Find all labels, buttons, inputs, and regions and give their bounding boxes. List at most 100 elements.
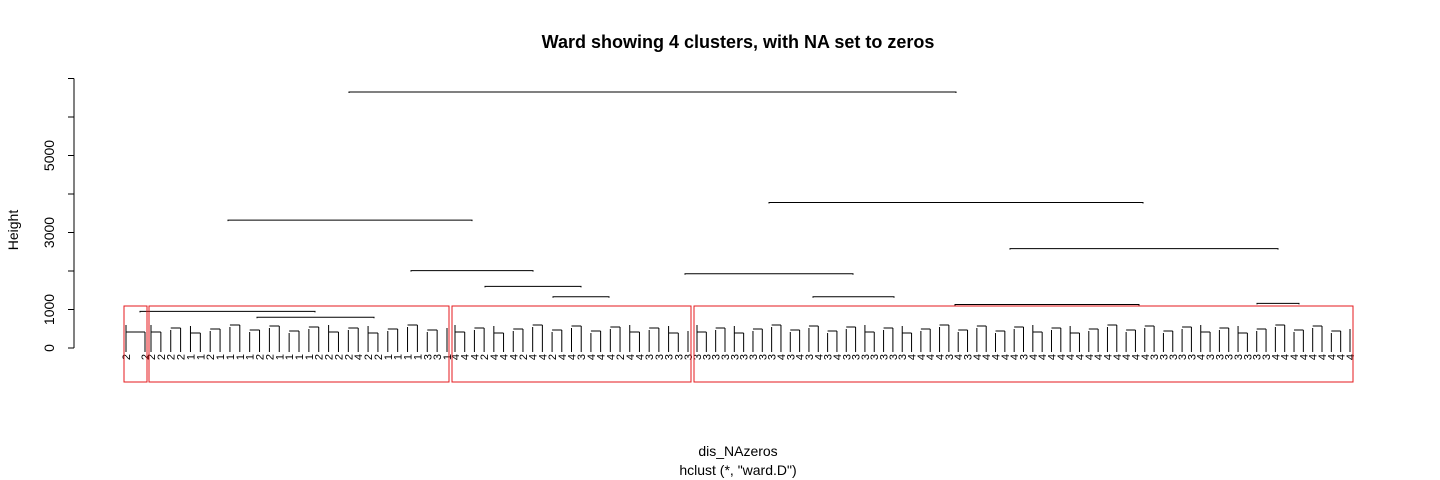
leaf-label: 4 <box>528 354 540 360</box>
leaf-label: 3 <box>729 354 741 360</box>
merge-link <box>812 296 895 298</box>
leaf-label: 1 <box>393 354 405 360</box>
chart-title: Ward showing 4 clusters, with NA set to … <box>542 32 935 52</box>
leaf-label: 4 <box>1140 354 1152 360</box>
leaf-label: 1 <box>304 354 316 360</box>
leaf-label: 3 <box>1177 354 1189 360</box>
leaf-label: 4 <box>907 354 919 360</box>
leaf-label: 3 <box>1186 354 1198 360</box>
leaf-label: 2 <box>156 354 168 360</box>
leaf-label: 3 <box>869 354 881 360</box>
leaf-label: 4 <box>1308 354 1320 360</box>
leaf-label: 4 <box>353 354 365 360</box>
leaf-label: 4 <box>1196 354 1208 360</box>
leaf-label: 3 <box>823 354 835 360</box>
leaf-label: 3 <box>1261 354 1273 360</box>
leaf-label: 2 <box>121 354 133 360</box>
leaf-label: 1 <box>294 354 306 360</box>
leaf-label: 4 <box>1028 354 1040 360</box>
leaf-label: 4 <box>1298 354 1310 360</box>
leaf-label: 4 <box>1056 354 1068 360</box>
leaf-label: 3 <box>879 354 891 360</box>
leaf-label: 3 <box>1242 354 1254 360</box>
leaf-label: 4 <box>1121 354 1133 360</box>
leaf-label: 4 <box>469 354 481 360</box>
leaf-label: 4 <box>596 354 608 360</box>
merge-link <box>227 219 473 222</box>
leaf-label: 3 <box>701 354 713 360</box>
cluster-box <box>451 305 692 383</box>
y-axis-label: Height <box>5 210 21 251</box>
leaf-label: 1 <box>274 354 286 360</box>
leaf-label: 3 <box>785 354 797 360</box>
leaf-label: 4 <box>1336 354 1348 360</box>
leaf-label: 2 <box>343 354 355 360</box>
merge-link <box>256 316 375 319</box>
leaf-label: 4 <box>1112 354 1124 360</box>
leaf-label: 2 <box>140 354 152 360</box>
leaf-label: 4 <box>1037 354 1049 360</box>
leaf-label: 4 <box>832 354 844 360</box>
leaf-label: 4 <box>981 354 993 360</box>
leaf-label: 3 <box>644 354 656 360</box>
leaf-label: 4 <box>1326 354 1338 360</box>
leaf-label: 1 <box>195 354 207 360</box>
leaf-label: 2 <box>333 354 345 360</box>
leaf-label: 4 <box>605 354 617 360</box>
merge-link <box>139 310 316 313</box>
leaf-labels: 2 222221121111221111222242211113314442444… <box>121 324 1357 360</box>
leaf-label: 4 <box>450 354 462 360</box>
leaf-label: 4 <box>499 354 511 360</box>
leaf-label: 3 <box>1149 354 1161 360</box>
leaf-label: 4 <box>634 354 646 360</box>
leaf-label: 3 <box>576 354 588 360</box>
leaf-label: 4 <box>935 354 947 360</box>
leaf-label: 3 <box>860 354 872 360</box>
leaf-label: 3 <box>851 354 863 360</box>
leaf-label: 3 <box>673 354 685 360</box>
leaf-label: 2 <box>314 354 326 360</box>
leaf-label: 3 <box>1019 354 1031 360</box>
leaf-label: 3 <box>720 354 732 360</box>
leaf-label: 2 <box>547 354 559 360</box>
leaf-label: 2 <box>479 354 491 360</box>
leaf-label: 3 <box>692 354 704 360</box>
leaf-label: 4 <box>625 354 637 360</box>
merge-link <box>768 201 1144 204</box>
leaf-label: 1 <box>215 354 227 360</box>
leaf-label: 3 <box>1252 354 1264 360</box>
leaf-label: 3 <box>748 354 760 360</box>
leaf-label: 4 <box>1270 354 1282 360</box>
y-axis: 0 1000 3000 5000 <box>41 78 75 352</box>
leaf-label: 3 <box>944 354 956 360</box>
merge-link <box>410 270 534 272</box>
leaf-label: 4 <box>1345 354 1357 360</box>
merge-link <box>954 303 1140 306</box>
y-tick-label: 1000 <box>41 294 57 325</box>
leaf-label: 2 <box>518 354 530 360</box>
leaf-label: 4 <box>1102 354 1114 360</box>
leaf-label: 3 <box>654 354 666 360</box>
leaf-label: 4 <box>1289 354 1301 360</box>
leaf-label: 4 <box>1093 354 1105 360</box>
leaf-label: 3 <box>1158 354 1170 360</box>
leaf-label: 2 <box>264 354 276 360</box>
leaf-label: 3 <box>1168 354 1180 360</box>
leaf-label: 3 <box>432 354 444 360</box>
leaf-label: 3 <box>683 354 695 360</box>
leaf-label: 3 <box>1214 354 1226 360</box>
merge-link <box>348 91 957 93</box>
leaf-label: 2 <box>176 354 188 360</box>
leaf-label: 1 <box>383 354 395 360</box>
x-axis-sublabel: hclust (*, "ward.D") <box>679 462 796 478</box>
leaf-label: 3 <box>804 354 816 360</box>
leaf-label: 1 <box>284 354 296 360</box>
leaf-label: 4 <box>586 354 598 360</box>
leaf-label: 1 <box>442 354 454 360</box>
leaf-label: 4 <box>991 354 1003 360</box>
merge-link <box>1256 302 1300 305</box>
leaf-label: 3 <box>711 354 723 360</box>
leaf-label: 1 <box>185 354 197 360</box>
leaf-label: 1 <box>245 354 257 360</box>
leaf-label: 3 <box>767 354 779 360</box>
